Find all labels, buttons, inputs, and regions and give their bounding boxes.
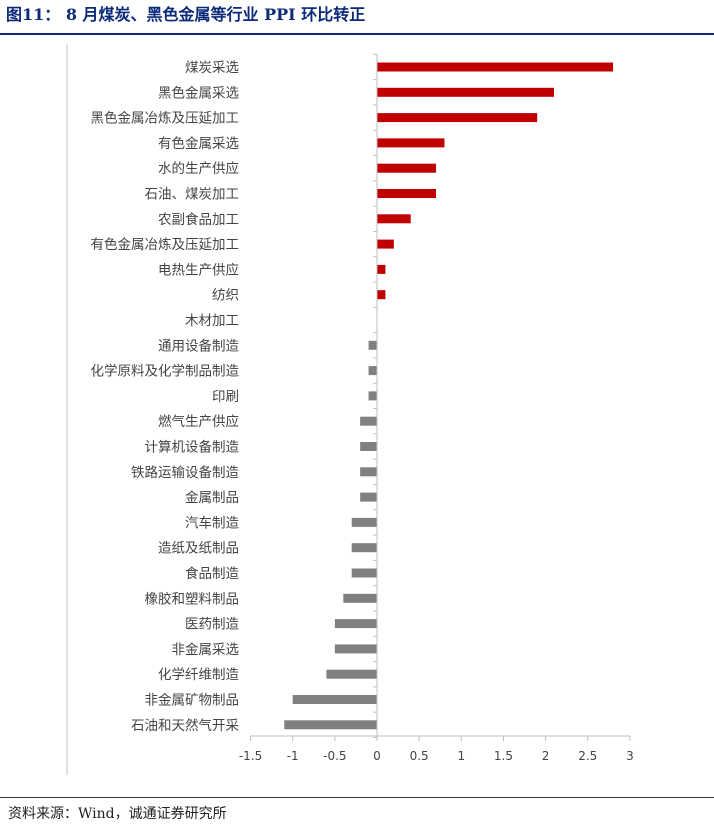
- x-tick-label: 2.5: [578, 749, 597, 763]
- category-label: 通用设备制造: [158, 337, 239, 354]
- bar: [377, 113, 538, 123]
- category-label: 农副食品加工: [158, 211, 239, 228]
- bar: [343, 593, 377, 603]
- category-label: 医药制造: [185, 617, 239, 633]
- bar: [334, 644, 377, 654]
- bar: [377, 62, 614, 72]
- category-label: 橡胶和塑料制品: [145, 590, 240, 607]
- x-tick-label: 0.5: [410, 749, 429, 763]
- category-label: 汽车制造: [185, 514, 239, 531]
- category-label: 木材加工: [185, 313, 239, 329]
- category-label: 有色金属冶炼及压延加工: [91, 236, 240, 253]
- bar: [360, 416, 377, 426]
- x-tick-label: 3: [626, 749, 634, 763]
- bar: [360, 492, 377, 502]
- category-label: 印刷: [212, 389, 239, 405]
- category-label: 水的生产供应: [158, 160, 239, 177]
- x-tick-label: -1: [287, 749, 299, 763]
- bar: [377, 138, 445, 148]
- bar: [377, 163, 437, 173]
- bar: [368, 366, 377, 376]
- bar-chart: 煤炭采选黑色金属采选黑色金属冶炼及压延加工有色金属采选水的生产供应石油、煤炭加工…: [66, 44, 634, 775]
- category-label: 电热生产供应: [158, 261, 239, 278]
- category-labels-group: 煤炭采选黑色金属采选黑色金属冶炼及压延加工有色金属采选水的生产供应石油、煤炭加工…: [91, 60, 240, 734]
- x-tick-label: -0.5: [323, 749, 346, 763]
- bar: [368, 340, 377, 350]
- x-tick-label: 0: [373, 749, 381, 763]
- category-label: 食品制造: [185, 565, 239, 582]
- category-label: 计算机设备制造: [145, 439, 240, 456]
- category-label: 燃气生产供应: [158, 413, 239, 430]
- category-label: 化学原料及化学制品制造: [91, 364, 240, 380]
- bar: [377, 264, 386, 274]
- bar: [360, 467, 377, 477]
- category-label: 黑色金属冶炼及压延加工: [91, 110, 240, 127]
- bar: [377, 87, 555, 97]
- bar: [334, 619, 377, 629]
- category-label: 非金属矿物制品: [145, 693, 240, 709]
- category-label: 有色金属采选: [158, 135, 239, 152]
- bar: [351, 517, 377, 527]
- category-label: 造纸及纸制品: [158, 541, 239, 557]
- bar: [360, 442, 377, 451]
- category-label: 石油和天然气开采: [131, 717, 239, 734]
- source-note: 资料来源：Wind，诚通证券研究所: [8, 806, 227, 822]
- bar: [284, 720, 377, 730]
- bar: [351, 543, 377, 553]
- category-label: 石油、煤炭加工: [145, 187, 240, 203]
- title-divider: [0, 33, 714, 35]
- bar: [377, 189, 437, 198]
- bar: [292, 695, 377, 704]
- category-label: 化学纤维制造: [158, 667, 239, 683]
- bar: [377, 290, 386, 300]
- footer-divider: [0, 797, 714, 798]
- bar: [326, 669, 377, 679]
- x-tick-label: -1.5: [239, 749, 262, 763]
- category-label: 铁路运输设备制造: [131, 464, 239, 481]
- category-label: 非金属采选: [172, 642, 240, 658]
- x-tick-label: 1: [457, 749, 465, 763]
- x-tick-label: 2: [542, 749, 550, 763]
- bar: [377, 239, 394, 249]
- category-label: 金属制品: [185, 490, 239, 506]
- category-label: 纺织: [212, 288, 239, 304]
- bar: [368, 391, 377, 401]
- bar: [351, 568, 377, 578]
- x-axis: -1.5 -1 -0.5 0 0.5 1 1.5 2 2.5 3: [239, 53, 634, 763]
- category-label: 煤炭采选: [185, 60, 239, 76]
- category-label: 黑色金属采选: [158, 84, 239, 101]
- bars-group: [284, 62, 614, 730]
- figure-title: 图11： 8 月煤炭、黑色金属等行业 PPI 环比转正: [6, 5, 366, 24]
- x-tick-label: 1.5: [494, 749, 513, 763]
- bar: [377, 214, 411, 224]
